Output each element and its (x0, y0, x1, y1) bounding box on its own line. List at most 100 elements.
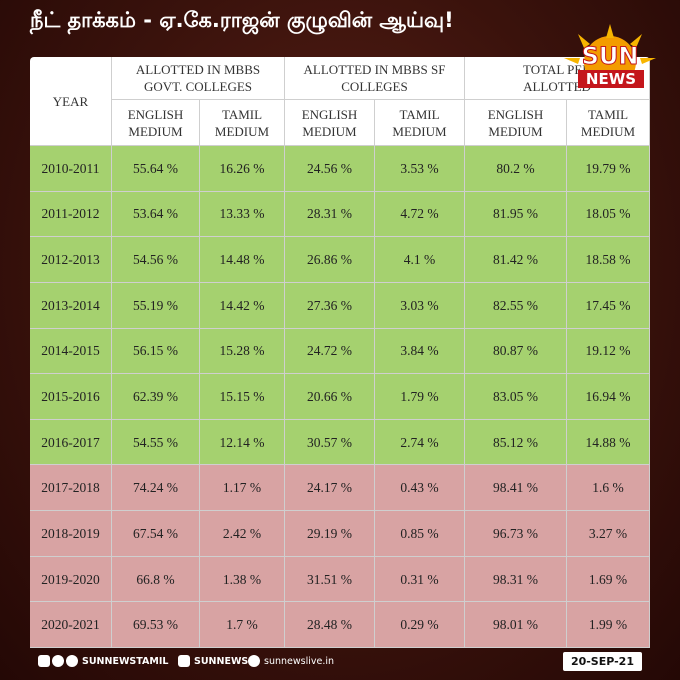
percent-cell: 1.79 % (375, 374, 465, 420)
percent-cell: 19.12 % (567, 328, 650, 375)
percent-cell: 54.56 % (112, 237, 200, 283)
percent-cell: 1.38 % (200, 556, 285, 603)
percent-cell: 14.48 % (200, 237, 285, 283)
percent-cell: 24.56 % (285, 146, 375, 192)
year-cell: 2011-2012 (30, 191, 112, 238)
percent-cell: 3.27 % (567, 511, 650, 557)
percent-cell: 53.64 % (112, 191, 200, 238)
header-line: ENGLISH (127, 106, 184, 122)
footer: SUNNEWSTAMIL SUNNEWS sunnewslive.in 20-S… (38, 652, 642, 672)
percent-cell: 17.45 % (567, 282, 650, 329)
percent-cell: 19.79 % (567, 146, 650, 192)
percent-cell: 67.54 % (112, 511, 200, 557)
header-line: TAMIL (399, 106, 440, 122)
header-line: MEDIUM (580, 123, 636, 139)
sub-header: TAMIL MEDIUM (567, 100, 650, 146)
percent-cell: 15.28 % (200, 328, 285, 375)
percent-cell: 4.1 % (375, 237, 465, 283)
percent-cell: 74.24 % (112, 465, 200, 512)
percent-cell: 80.87 % (465, 328, 567, 375)
percent-cell: 1.69 % (567, 556, 650, 603)
percent-cell: 1.99 % (567, 602, 650, 648)
web-icon (248, 655, 260, 667)
group-header: TOTAL PER ALLOTTED (465, 57, 650, 100)
header-line: MEDIUM (128, 123, 183, 139)
percent-cell: 0.29 % (375, 602, 465, 648)
year-cell: 2017-2018 (30, 465, 112, 512)
percent-cell: 96.73 % (465, 511, 567, 557)
percent-cell: 81.95 % (465, 191, 567, 238)
year-cell: 2014-2015 (30, 328, 112, 375)
website: sunnewslive.in (264, 656, 335, 667)
header-line: ALLOTTED IN MBBS SF (303, 62, 446, 77)
header-line: TAMIL (221, 106, 263, 122)
percent-cell: 98.31 % (465, 556, 567, 603)
year-cell: 2013-2014 (30, 282, 112, 329)
year-cell: 2010-2011 (30, 146, 112, 192)
percent-cell: 54.55 % (112, 419, 200, 466)
percent-cell: 3.53 % (375, 146, 465, 192)
percent-cell: 16.26 % (200, 146, 285, 192)
percent-cell: 26.86 % (285, 237, 375, 283)
percent-cell: 55.64 % (112, 146, 200, 192)
percent-cell: 69.53 % (112, 602, 200, 648)
percent-cell: 3.84 % (375, 328, 465, 375)
percent-cell: 2.42 % (200, 511, 285, 557)
percent-cell: 0.85 % (375, 511, 465, 557)
percent-cell: 24.17 % (285, 465, 375, 512)
percent-cell: 81.42 % (465, 237, 567, 283)
percent-cell: 16.94 % (567, 374, 650, 420)
percent-cell: 82.55 % (465, 282, 567, 329)
percent-cell: 20.66 % (285, 374, 375, 420)
percent-cell: 27.36 % (285, 282, 375, 329)
header-line: ENGLISH (487, 106, 544, 122)
percent-cell: 66.8 % (112, 556, 200, 603)
percent-cell: 98.01 % (465, 602, 567, 648)
sub-header: ENGLISH MEDIUM (285, 100, 375, 146)
percent-cell: 29.19 % (285, 511, 375, 557)
percent-cell: 4.72 % (375, 191, 465, 238)
percent-cell: 28.31 % (285, 191, 375, 238)
percent-cell: 85.12 % (465, 419, 567, 466)
sub-header: TAMIL MEDIUM (200, 100, 285, 146)
percent-cell: 0.43 % (375, 465, 465, 512)
logo-top: SUN (582, 42, 639, 70)
percent-cell: 28.48 % (285, 602, 375, 648)
percent-cell: 30.57 % (285, 419, 375, 466)
percent-cell: 15.15 % (200, 374, 285, 420)
header-line: MEDIUM (488, 123, 543, 139)
facebook-icon (52, 655, 64, 667)
percent-cell: 83.05 % (465, 374, 567, 420)
percent-cell: 1.17 % (200, 465, 285, 512)
percent-cell: 31.51 % (285, 556, 375, 603)
percent-cell: 0.31 % (375, 556, 465, 603)
handle: SUNNEWS (194, 656, 249, 667)
header-line: MEDIUM (302, 123, 357, 139)
year-header: YEAR (30, 57, 112, 146)
percent-cell: 1.7 % (200, 602, 285, 648)
group-header: ALLOTTED IN MBBS GOVT. COLLEGES (112, 57, 285, 100)
header-line: MEDIUM (214, 123, 270, 139)
percent-cell: 98.41 % (465, 465, 567, 512)
percent-cell: 18.58 % (567, 237, 650, 283)
percent-cell: 24.72 % (285, 328, 375, 375)
percent-cell: 3.03 % (375, 282, 465, 329)
sub-header: ENGLISH MEDIUM (465, 100, 567, 146)
header-line: TOTAL PER (523, 62, 591, 77)
percent-cell: 80.2 % (465, 146, 567, 192)
year-cell: 2020-2021 (30, 602, 112, 648)
header-line: ENGLISH (301, 106, 358, 122)
percent-cell: 55.19 % (112, 282, 200, 329)
date: 20-SEP-21 (562, 652, 642, 671)
year-cell: 2016-2017 (30, 419, 112, 466)
logo-bottom: NEWS (586, 70, 636, 88)
sub-header: TAMIL MEDIUM (375, 100, 465, 146)
header-line: ALLOTTED (523, 79, 591, 94)
year-cell: 2015-2016 (30, 374, 112, 420)
instagram-icon (178, 655, 190, 667)
percent-cell: 13.33 % (200, 191, 285, 238)
handle: SUNNEWSTAMIL (82, 656, 169, 667)
percent-cell: 14.42 % (200, 282, 285, 329)
header-line: MEDIUM (392, 123, 447, 139)
